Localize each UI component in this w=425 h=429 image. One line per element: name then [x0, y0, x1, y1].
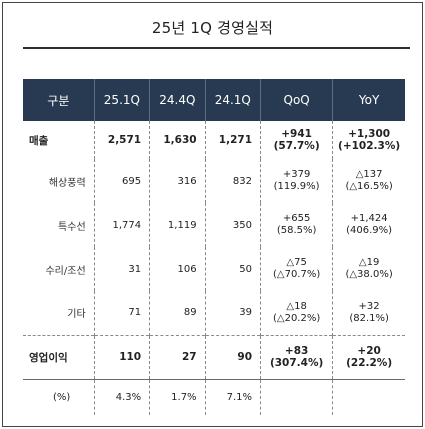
cell-qoq: +655 (58.5%) [260, 203, 333, 247]
row-label: 매출 [29, 134, 49, 147]
yoy-change: +1,300 [348, 128, 391, 140]
yoy-change: +32 [358, 300, 380, 312]
cell-25-1q: 1,774 [93, 203, 150, 247]
cell-25-1q: 4.3% [93, 378, 150, 415]
cell-yoy: +32 (82.1%) [332, 291, 405, 335]
cell-yoy: +1,424 (406.9%) [332, 203, 405, 247]
qoq-percent: (119.9%) [273, 181, 320, 192]
title-divider [23, 47, 410, 49]
cell-qoq: +379 (119.9%) [260, 159, 333, 203]
cell-24-1q: 50 [204, 247, 261, 291]
qoq-percent: (57.7%) [273, 140, 320, 152]
cell-qoq: +941 (57.7%) [260, 121, 333, 159]
page-title: 25년 1Q 경영실적 [151, 19, 274, 37]
yoy-percent: (△38.0%) [345, 269, 393, 280]
yoy-change: +20 [357, 345, 381, 357]
qoq-percent: (307.4%) [269, 357, 324, 369]
table-row-margin: (%) 4.3% 1.7% 7.1% [23, 378, 405, 415]
qoq-change: +941 [281, 128, 312, 140]
cell-25-1q: 2,571 [93, 121, 150, 159]
yoy-percent: (82.1%) [349, 312, 389, 324]
cell-24-1q: 832 [204, 159, 261, 203]
table-header-row: 구분 25.1Q 24.4Q 24.1Q QoQ YoY [23, 79, 405, 121]
table-row-repair-shipbuilding: 수리/조선 31 106 50 △75 (△70.7%) △19 (△38.0%) [23, 247, 405, 291]
table-row-other: 기타 71 89 39 △18 (△20.2%) +32 (82.1%) [23, 291, 405, 335]
cell-24-4q: 1.7% [149, 378, 206, 415]
yoy-percent: (22.2%) [346, 357, 393, 369]
table-row-operating-profit: 영업이익 110 27 90 +83 (307.4%) +20 (22.2%) [23, 334, 405, 379]
cell-yoy: △137 (△16.5%) [332, 159, 405, 203]
header-24-1q: 24.1Q [204, 79, 261, 121]
cell-24-4q: 1,630 [149, 121, 206, 159]
row-label: 수리/조선 [45, 265, 86, 277]
yoy-percent: (406.9%) [346, 225, 393, 236]
qoq-change: △75 [286, 257, 307, 268]
qoq-change: +379 [282, 169, 311, 180]
cell-24-4q: 89 [149, 291, 206, 335]
header-24-4q: 24.4Q [149, 79, 206, 121]
cell-24-4q: 1,119 [149, 203, 206, 247]
yoy-change: △19 [358, 257, 380, 268]
cell-24-1q: 1,271 [204, 121, 261, 159]
table-row-offshore-wind: 해상풍력 695 316 832 +379 (119.9%) △137 (△16.5… [23, 159, 405, 203]
yoy-change: △137 [355, 169, 383, 180]
cell-24-1q: 7.1% [204, 378, 261, 415]
earnings-table: 구분 25.1Q 24.4Q 24.1Q QoQ YoY 매출 2,571 1,… [23, 79, 405, 415]
qoq-change: △18 [286, 300, 307, 312]
yoy-change: +1,424 [350, 213, 388, 224]
yoy-percent: (+102.3%) [338, 140, 401, 152]
cell-24-4q: 316 [149, 159, 206, 203]
cell-yoy [332, 378, 405, 415]
row-label: 기타 [67, 309, 86, 321]
qoq-percent: (△70.7%) [272, 269, 321, 280]
cell-qoq: +83 (307.4%) [260, 334, 333, 379]
cell-25-1q: 31 [93, 247, 150, 291]
cell-24-4q: 27 [149, 334, 206, 379]
header-25-1q: 25.1Q [93, 79, 150, 121]
cell-25-1q: 695 [93, 159, 150, 203]
header-yoy: YoY [332, 79, 405, 121]
row-label: (%) [23, 378, 95, 415]
cell-24-4q: 106 [149, 247, 206, 291]
cell-yoy: △19 (△38.0%) [332, 247, 405, 291]
cell-25-1q: 110 [93, 334, 150, 379]
qoq-change: +655 [282, 213, 311, 224]
table-row-special-vessel: 특수선 1,774 1,119 350 +655 (58.5%) +1,424 (4… [23, 203, 405, 247]
table-row-sales: 매출 2,571 1,630 1,271 +941 (57.7%) +1,300(… [23, 121, 405, 159]
row-label: 영업이익 [23, 334, 95, 379]
qoq-change: +83 [284, 345, 309, 357]
cell-24-1q: 39 [204, 291, 261, 335]
cell-25-1q: 71 [93, 291, 150, 335]
qoq-percent: (△20.2%) [272, 312, 321, 324]
row-label: 특수선 [58, 221, 86, 233]
cell-yoy: +20 (22.2%) [332, 334, 405, 379]
yoy-percent: (△16.5%) [345, 181, 393, 192]
cell-qoq [260, 378, 333, 415]
cell-yoy: +1,300 (+102.3%) [332, 121, 405, 159]
qoq-percent: (58.5%) [276, 225, 317, 236]
cell-24-1q: 350 [204, 203, 261, 247]
cell-qoq: △75 (△70.7%) [260, 247, 333, 291]
cell-24-1q: 90 [204, 334, 261, 379]
cell-qoq: △18 (△20.2%) [260, 291, 333, 335]
row-label: 해상풍력 [48, 177, 86, 189]
header-qoq: QoQ [260, 79, 333, 121]
header-category: 구분 [23, 79, 95, 121]
